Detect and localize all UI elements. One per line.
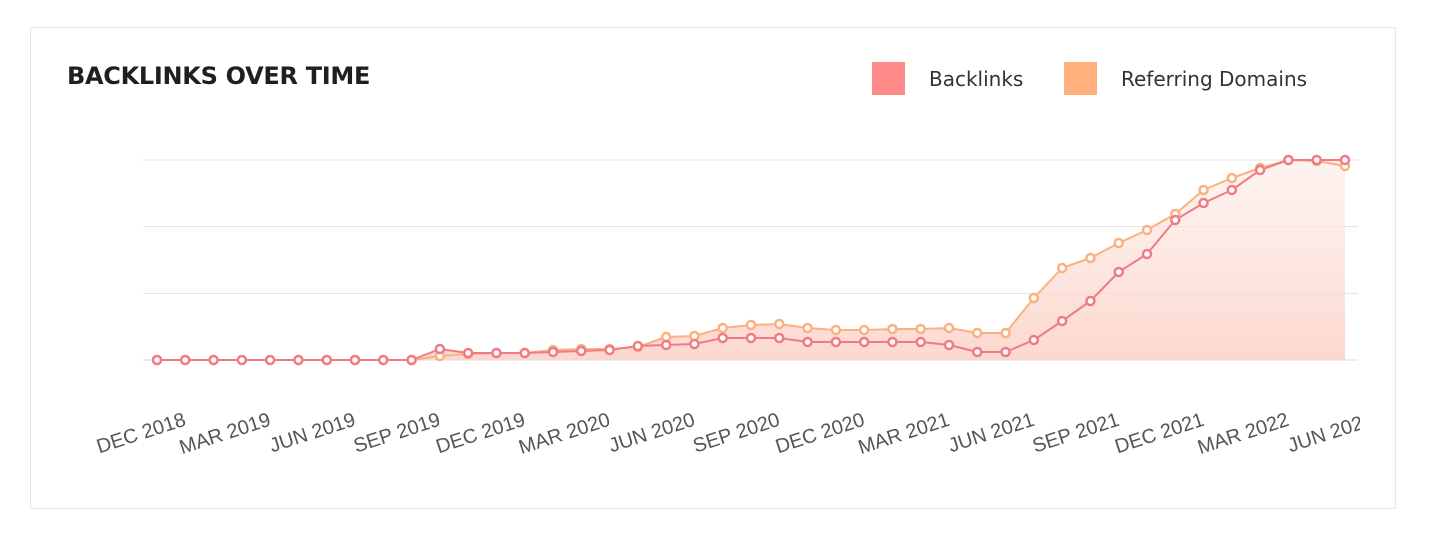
data-point-referring-domains[interactable] [745,319,757,331]
data-point-backlinks[interactable] [264,354,276,366]
x-tick-label: JUN 2019 [267,409,358,457]
data-point-backlinks[interactable] [236,354,248,366]
data-point-backlinks[interactable] [434,343,446,355]
data-point-referring-domains[interactable] [1085,252,1096,264]
data-point-referring-domains[interactable] [972,327,983,339]
data-point-backlinks[interactable] [915,336,926,348]
data-point-backlinks[interactable] [858,336,870,348]
data-point-backlinks[interactable] [660,339,672,351]
data-point-backlinks[interactable] [972,346,983,358]
data-point-backlinks[interactable] [1339,154,1351,166]
area-fill [157,160,1345,360]
data-point-referring-domains[interactable] [1056,262,1068,274]
x-tick-label: DEC 2021 [1112,409,1207,458]
data-point-backlinks[interactable] [208,354,219,366]
x-tick-label: JUN 2022 [1285,409,1376,457]
data-point-referring-domains[interactable] [1198,184,1209,196]
data-point-backlinks[interactable] [1198,197,1209,209]
data-point-backlinks[interactable] [576,345,587,357]
x-tick-label: SEP 2019 [351,409,443,458]
data-point-backlinks[interactable] [378,354,389,366]
data-point-referring-domains[interactable] [943,322,955,334]
data-point-referring-domains[interactable] [1141,224,1153,236]
x-tick-label: MAR 2019 [177,409,274,459]
data-point-referring-domains[interactable] [1113,237,1124,249]
data-point-backlinks[interactable] [180,354,191,366]
data-point-referring-domains[interactable] [887,323,898,335]
area-fills [157,160,1345,360]
data-point-backlinks[interactable] [689,338,700,350]
data-point-backlinks[interactable] [151,354,163,366]
data-point-backlinks[interactable] [887,336,898,348]
legend-swatch-backlinks [872,62,905,95]
x-tick-label: MAR 2020 [516,409,613,459]
data-point-backlinks[interactable] [1170,214,1181,226]
data-point-backlinks[interactable] [604,344,615,356]
data-point-referring-domains[interactable] [717,322,728,334]
data-point-backlinks[interactable] [491,347,502,359]
data-point-backlinks[interactable] [1113,266,1124,278]
data-point-backlinks[interactable] [774,332,785,344]
chart-title: BACKLINKS OVER TIME [67,62,371,90]
data-point-backlinks[interactable] [802,336,813,348]
data-point-referring-domains[interactable] [1000,327,1011,339]
series-points [151,154,1351,366]
data-point-referring-domains[interactable] [802,322,813,334]
data-point-referring-domains[interactable] [1226,172,1238,184]
data-point-referring-domains[interactable] [830,324,842,336]
x-tick-label: DEC 2019 [433,409,528,458]
x-tick-label: SEP 2020 [690,409,782,458]
x-tick-label: SEP 2021 [1030,409,1122,458]
data-point-backlinks[interactable] [1141,248,1153,260]
data-point-backlinks[interactable] [717,332,728,344]
x-tick-label: MAR 2022 [1195,409,1292,459]
x-tick-label: DEC 2018 [94,409,189,458]
data-point-backlinks[interactable] [293,354,304,366]
legend-swatch-referring-domains [1064,62,1097,95]
data-point-referring-domains[interactable] [915,323,926,335]
data-point-backlinks[interactable] [1283,154,1294,166]
data-point-backlinks[interactable] [1311,154,1322,166]
data-point-backlinks[interactable] [1028,334,1040,346]
x-tick-label: JUN 2021 [946,409,1037,457]
data-point-referring-domains[interactable] [774,318,785,330]
legend-label-backlinks: Backlinks [929,66,1024,91]
data-point-referring-domains[interactable] [1028,292,1040,304]
x-tick-label: MAR 2021 [856,409,953,459]
x-tick-label: DEC 2020 [773,409,868,458]
data-point-referring-domains[interactable] [858,324,870,336]
data-point-backlinks[interactable] [519,347,530,359]
data-point-backlinks[interactable] [321,354,332,366]
legend-label-referring-domains: Referring Domains [1121,66,1308,91]
data-point-backlinks[interactable] [1000,346,1011,358]
data-point-backlinks[interactable] [547,346,559,358]
data-point-backlinks[interactable] [1254,164,1266,176]
x-tick-label: JUN 2020 [606,409,697,457]
data-point-backlinks[interactable] [1056,315,1068,327]
data-point-backlinks[interactable] [1226,184,1238,196]
legend-item-referring-domains[interactable]: Referring Domains [1064,62,1307,95]
data-point-backlinks[interactable] [943,339,955,351]
data-point-backlinks[interactable] [406,354,417,366]
data-point-backlinks[interactable] [1085,295,1096,307]
legend-item-backlinks[interactable]: Backlinks [872,62,1023,95]
data-point-backlinks[interactable] [462,347,474,359]
data-point-backlinks[interactable] [830,336,842,348]
data-point-backlinks[interactable] [349,354,361,366]
data-point-backlinks[interactable] [745,332,757,344]
data-point-backlinks[interactable] [632,340,644,352]
